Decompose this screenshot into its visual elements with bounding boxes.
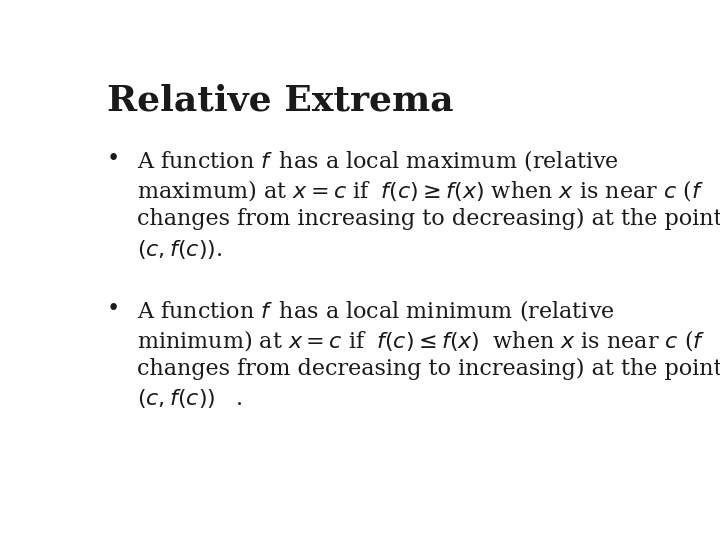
- Text: maximum) at $x = c$ if $\; f(c) \geq f(x)$ when $x$ is near $c$ ($f$: maximum) at $x = c$ if $\; f(c) \geq f(x…: [138, 178, 704, 203]
- Text: changes from increasing to decreasing) at the point: changes from increasing to decreasing) a…: [138, 208, 720, 230]
- Text: A function $f\,$ has a local minimum (relative: A function $f\,$ has a local minimum (re…: [138, 298, 615, 322]
- Text: Relative Extrema: Relative Extrema: [107, 84, 454, 118]
- Text: •: •: [107, 298, 120, 320]
- Text: changes from decreasing to increasing) at the point: changes from decreasing to increasing) a…: [138, 357, 720, 380]
- Text: $(c, f(c))$.: $(c, f(c))$.: [138, 238, 223, 261]
- Text: A function $f\,$ has a local maximum (relative: A function $f\,$ has a local maximum (re…: [138, 148, 619, 173]
- Text: $(c, f(c))\;$  .: $(c, f(c))\;$ .: [138, 388, 243, 410]
- Text: minimum) at $x = c$ if $\; f(c) \leq f(x)\;$ when $x$ is near $c$ ($f$: minimum) at $x = c$ if $\; f(c) \leq f(x…: [138, 328, 706, 353]
- Text: •: •: [107, 148, 120, 170]
